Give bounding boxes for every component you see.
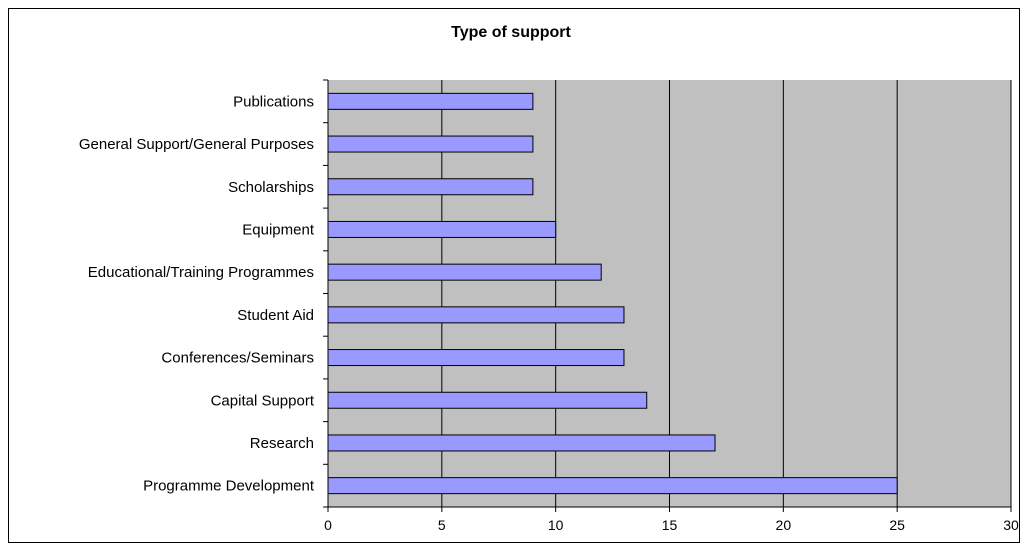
- bar-6: [327, 306, 625, 324]
- bar-5: [327, 263, 602, 281]
- bar-2: [327, 135, 534, 153]
- x-tick-label-20: 20: [776, 517, 792, 533]
- x-tick-label-0: 0: [324, 517, 332, 533]
- bar-4: [327, 220, 557, 238]
- category-label-5: Educational/Training Programmes: [88, 264, 314, 281]
- x-tick-label-10: 10: [548, 517, 564, 533]
- bar-3: [327, 178, 534, 196]
- category-label-9: Research: [250, 435, 314, 452]
- category-label-3: Scholarships: [228, 179, 314, 196]
- category-label-2: General Support/General Purposes: [79, 136, 314, 153]
- category-label-8: Capital Support: [211, 392, 315, 409]
- bar-9: [327, 434, 716, 452]
- x-tick-label-30: 30: [1003, 517, 1019, 533]
- chart-title: Type of support: [451, 24, 571, 41]
- bar-7: [327, 349, 625, 367]
- x-tick-label-15: 15: [662, 517, 678, 533]
- bar-1: [327, 92, 534, 110]
- category-label-4: Equipment: [242, 221, 315, 238]
- category-label-1: Publications: [233, 93, 314, 110]
- bar-8: [327, 391, 648, 409]
- x-tick-label-5: 5: [438, 517, 446, 533]
- category-label-7: Conferences/Seminars: [161, 350, 314, 367]
- bar-10: [327, 477, 898, 495]
- x-tick-label-25: 25: [889, 517, 905, 533]
- category-label-10: Programme Development: [143, 478, 315, 495]
- category-label-6: Student Aid: [237, 307, 314, 324]
